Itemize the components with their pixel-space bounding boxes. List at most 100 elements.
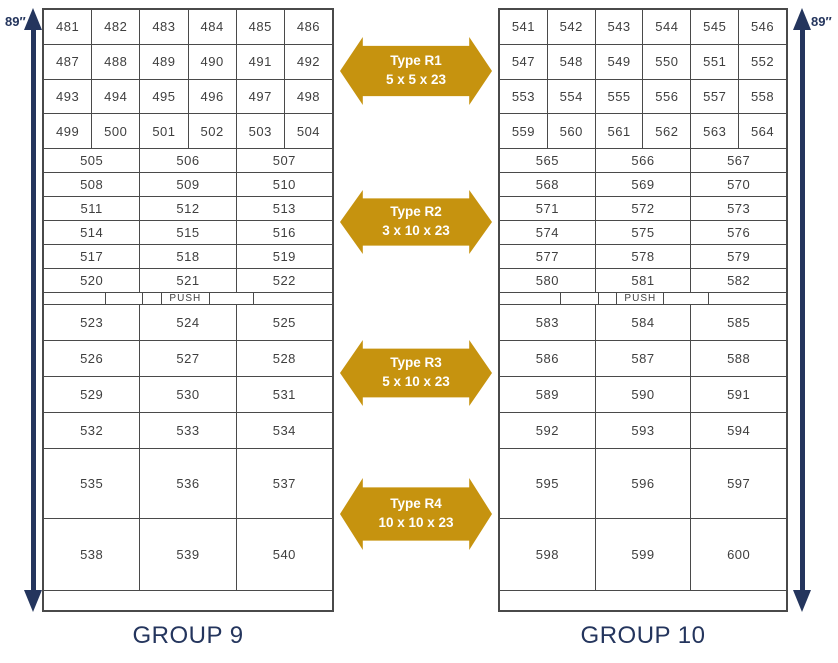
locker-cell: 581 [596, 269, 692, 292]
kick-plate-row [500, 591, 786, 610]
locker-cell: 544 [643, 10, 692, 44]
locker-cell: 534 [272, 423, 296, 438]
type-r2-arrow: Type R2 3 x 10 x 23 [340, 190, 492, 254]
locker-cell: 507 [272, 153, 296, 168]
locker-cell: 566 [596, 149, 692, 172]
group-10-cabinet: 541 542 543 544 545 546 547 548 549 550 551 552 553 5… [498, 8, 788, 612]
push-bar-segment [500, 293, 562, 304]
locker-cell: 505 [44, 149, 141, 172]
push-bar-segment [210, 293, 255, 304]
locker-cell: 537 [272, 476, 296, 491]
locker-cell: 579 [727, 249, 751, 264]
locker-cell: 513 [272, 201, 296, 216]
locker-row: 568 569 570 [500, 173, 786, 197]
locker-row: 508 509 510 [44, 173, 332, 197]
locker-cell: 500 [92, 114, 141, 148]
height-measure-arrow-left [24, 8, 42, 612]
measure-shaft [30, 30, 36, 590]
locker-cell: 546 [750, 19, 775, 35]
locker-row: 526 527 528 [44, 341, 332, 377]
locker-cell: 595 [500, 449, 596, 518]
locker-cell: 547 [500, 44, 548, 79]
locker-row: 541 542 543 544 545 546 [500, 10, 786, 45]
locker-cell: 487 [44, 44, 93, 79]
locker-row: 499 500 501 502 503 504 [44, 114, 332, 149]
locker-cell: 586 [500, 341, 596, 376]
locker-row: 583 584 585 [500, 305, 786, 341]
locker-cell: 533 [140, 413, 237, 448]
locker-cell: 583 [500, 305, 596, 340]
locker-cell: 519 [272, 249, 296, 264]
locker-cell: 485 [237, 10, 285, 44]
locker-cell: 492 [296, 54, 321, 70]
locker-row: 538 539 540 [44, 519, 332, 591]
locker-cell: 488 [92, 44, 141, 79]
locker-cell: 538 [44, 519, 141, 590]
push-bar-segment [106, 293, 144, 304]
locker-cell: 504 [296, 123, 321, 139]
locker-row: 532 533 534 [44, 413, 332, 449]
locker-row: 598 599 600 [500, 519, 786, 591]
locker-cell: 567 [727, 153, 751, 168]
locker-row: 547 548 549 550 551 552 [500, 44, 786, 80]
locker-cell: 524 [140, 305, 237, 340]
locker-cell: 509 [140, 173, 237, 196]
locker-row: 511 512 513 [44, 197, 332, 221]
locker-cell: 503 [237, 114, 285, 148]
locker-cell: 520 [44, 269, 141, 292]
locker-row: 574 575 576 [500, 221, 786, 245]
locker-cell: 508 [44, 173, 141, 196]
locker-cell: 594 [727, 423, 751, 438]
locker-cell: 522 [272, 273, 296, 288]
type-r4-size: 10 x 10 x 23 [378, 515, 454, 530]
locker-row: 481 482 483 484 485 486 [44, 10, 332, 45]
locker-row: 577 578 579 [500, 245, 786, 269]
locker-cell: 564 [750, 123, 775, 139]
locker-cell: 571 [500, 197, 596, 220]
type-r3-arrow: Type R3 5 x 10 x 23 [340, 340, 492, 406]
locker-cell: 585 [727, 315, 751, 330]
locker-cell: 494 [92, 79, 141, 114]
height-label-left: 89″ [5, 14, 26, 29]
locker-row: 571 572 573 [500, 197, 786, 221]
push-bar-segment [709, 293, 785, 304]
locker-row: 493 494 495 496 497 498 [44, 79, 332, 115]
locker-row: 589 590 591 [500, 377, 786, 413]
locker-cell: 516 [272, 225, 296, 240]
type-r1-size: 5 x 5 x 23 [385, 72, 447, 87]
locker-row: 586 587 588 [500, 341, 786, 377]
locker-cell: 483 [140, 10, 189, 44]
locker-cell: 553 [500, 79, 548, 114]
group-10-label: GROUP 10 [580, 622, 706, 649]
locker-cell: 521 [140, 269, 237, 292]
locker-cell: 597 [727, 476, 751, 491]
locker-cell: 587 [596, 341, 692, 376]
arrow-down-icon [793, 590, 811, 612]
locker-cell: 592 [500, 413, 596, 448]
locker-cell: 569 [596, 173, 692, 196]
locker-cell: 491 [237, 44, 285, 79]
locker-cell: 539 [140, 519, 237, 590]
locker-cell: 577 [500, 245, 596, 268]
locker-cell: 600 [727, 547, 751, 562]
locker-cell: 575 [596, 221, 692, 244]
locker-cell: 498 [296, 88, 321, 104]
locker-cell: 559 [500, 114, 548, 148]
locker-cell: 493 [44, 79, 93, 114]
locker-cell: 591 [727, 387, 751, 402]
arrow-up-icon [24, 8, 42, 30]
locker-cell: 598 [500, 519, 596, 590]
locker-cell: 517 [44, 245, 141, 268]
locker-row: 592 593 594 [500, 413, 786, 449]
locker-row: 487 488 489 490 491 492 [44, 44, 332, 80]
locker-cell: 497 [237, 79, 285, 114]
locker-cell: 552 [750, 54, 775, 70]
locker-cell: 593 [596, 413, 692, 448]
locker-cell: 495 [140, 79, 189, 114]
locker-cell: 572 [596, 197, 692, 220]
locker-cell: 560 [548, 114, 596, 148]
locker-cell: 532 [44, 413, 141, 448]
locker-cell: 536 [140, 449, 237, 518]
locker-cell: 558 [750, 88, 775, 104]
